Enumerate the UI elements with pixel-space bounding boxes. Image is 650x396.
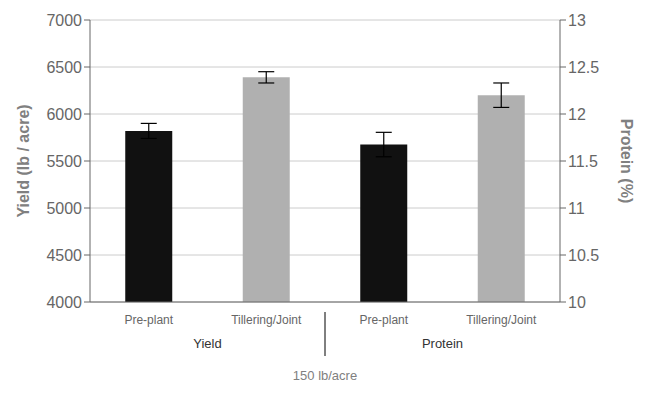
svg-text:Protein: Protein [422,336,463,351]
svg-text:150 lb/acre: 150 lb/acre [293,368,357,383]
svg-text:7000: 7000 [46,12,82,29]
svg-text:Tillering/Joint: Tillering/Joint [231,313,302,327]
svg-text:4500: 4500 [46,247,82,264]
svg-text:12: 12 [568,106,586,123]
svg-text:Yield: Yield [193,336,221,351]
svg-text:Pre-plant: Pre-plant [359,313,408,327]
svg-text:12.5: 12.5 [568,59,599,76]
svg-text:Yield (lb / acre): Yield (lb / acre) [15,104,32,217]
svg-text:Tillering/Joint: Tillering/Joint [466,313,537,327]
svg-text:4000: 4000 [46,294,82,311]
svg-text:11: 11 [568,200,585,217]
svg-text:6500: 6500 [46,59,82,76]
svg-text:Pre-plant: Pre-plant [124,313,173,327]
svg-text:6000: 6000 [46,106,82,123]
svg-text:10: 10 [568,294,586,311]
svg-text:11.5: 11.5 [568,153,598,170]
svg-text:5000: 5000 [46,200,82,217]
svg-text:Protein (%): Protein (%) [618,119,635,203]
svg-text:10.5: 10.5 [568,247,599,264]
svg-text:5500: 5500 [46,153,82,170]
svg-text:13: 13 [568,12,586,29]
